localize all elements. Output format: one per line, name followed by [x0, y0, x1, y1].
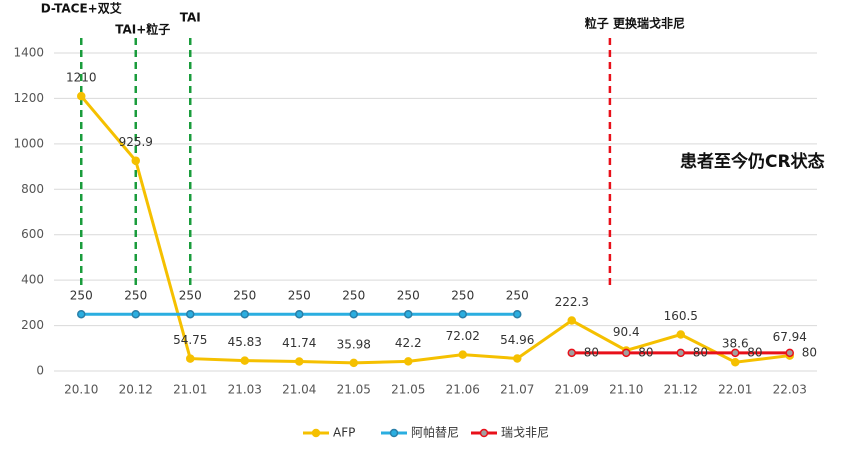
- data-label: 250: [451, 289, 474, 303]
- point: [77, 309, 86, 319]
- data-label: 250: [342, 289, 365, 303]
- point: [240, 309, 249, 319]
- y-tick-label: 200: [21, 318, 44, 332]
- point: [77, 91, 86, 101]
- data-label: 90.4: [613, 325, 640, 339]
- point: [349, 309, 358, 319]
- point: [131, 156, 140, 165]
- data-label: 222.3: [555, 295, 589, 309]
- data-label: 925.9: [119, 135, 153, 149]
- annotation-text: D-TACE+双艾: [41, 1, 122, 16]
- y-tick-label: 800: [21, 182, 44, 196]
- data-label: 72.02: [446, 329, 480, 343]
- data-label: 38.6: [722, 337, 749, 351]
- point: [240, 356, 249, 365]
- point: [513, 309, 522, 319]
- annotation-text: TAI: [180, 11, 201, 25]
- series-line: [80, 95, 790, 365]
- point: [785, 348, 794, 358]
- data-label: 45.83: [228, 335, 262, 349]
- point: [731, 348, 740, 358]
- point: [186, 309, 195, 319]
- data-label: 80: [638, 345, 653, 359]
- data-label: 80: [693, 345, 708, 359]
- annotation-text: 粒子 更换瑞戈非尼: [585, 16, 685, 31]
- x-tick-label: 21.12: [664, 383, 698, 397]
- x-tick-label: 20.10: [64, 383, 98, 397]
- y-tick-label: 1200: [13, 91, 44, 105]
- point: [731, 357, 740, 367]
- point: [295, 309, 304, 319]
- x-tick-label: 21.09: [555, 383, 589, 397]
- data-label: 250: [179, 289, 202, 303]
- point: [295, 357, 304, 366]
- data-label: 80: [584, 345, 599, 359]
- point: [186, 354, 195, 363]
- data-label: 54.96: [500, 333, 534, 347]
- annotation-text: TAI+粒子: [115, 22, 170, 37]
- point: [567, 316, 576, 325]
- data-label: 250: [288, 289, 311, 303]
- data-label: 80: [747, 345, 762, 359]
- x-tick-label: 20.12: [119, 383, 153, 397]
- y-tick-label: 400: [21, 273, 44, 287]
- data-label: 54.75: [173, 333, 207, 347]
- y-tick-label: 1000: [13, 136, 44, 150]
- point: [676, 330, 685, 339]
- data-label: 250: [70, 289, 93, 303]
- x-tick-label: 21.05: [337, 383, 371, 397]
- data-label: 80: [802, 345, 817, 359]
- point: [404, 357, 413, 366]
- data-label: 250: [233, 289, 256, 303]
- point: [622, 348, 631, 358]
- y-tick-label: 600: [21, 227, 44, 241]
- point: [349, 358, 358, 368]
- data-label: 42.2: [395, 336, 422, 350]
- note: 患者至今仍CR状态: [680, 151, 825, 172]
- data-label: 250: [124, 289, 147, 303]
- x-tick-label: 21.01: [173, 383, 207, 397]
- point: [131, 309, 140, 319]
- x-tick-label: 21.03: [228, 383, 262, 397]
- legend-label: 阿帕替尼: [411, 425, 459, 440]
- legend-label: 瑞戈非尼: [501, 426, 549, 440]
- data-label: 160.5: [664, 309, 698, 323]
- data-label: 41.74: [282, 336, 316, 350]
- legend-marker: [479, 428, 489, 438]
- x-tick-label: 21.06: [446, 383, 480, 397]
- point: [458, 309, 467, 319]
- y-tick-label: 1400: [13, 46, 44, 60]
- x-tick-label: 21.04: [282, 383, 316, 397]
- x-tick-label: 22.01: [718, 383, 752, 397]
- data-label: 67.94: [773, 330, 807, 344]
- point: [513, 354, 522, 363]
- legend-label: AFP: [333, 426, 355, 440]
- legend-marker: [311, 428, 321, 438]
- x-tick-label: 21.05: [391, 383, 425, 397]
- data-label: 250: [506, 289, 529, 303]
- data-label: 1210: [66, 71, 97, 85]
- x-tick-label: 22.03: [773, 383, 807, 397]
- x-tick-label: 21.10: [609, 383, 643, 397]
- data-label: 35.98: [337, 337, 371, 351]
- point: [404, 309, 413, 319]
- point: [676, 348, 685, 358]
- data-label: 250: [397, 289, 420, 303]
- y-tick-label: 0: [36, 364, 44, 378]
- point: [567, 348, 576, 358]
- point: [458, 350, 467, 359]
- x-tick-label: 21.07: [500, 383, 534, 397]
- legend-marker: [389, 428, 399, 438]
